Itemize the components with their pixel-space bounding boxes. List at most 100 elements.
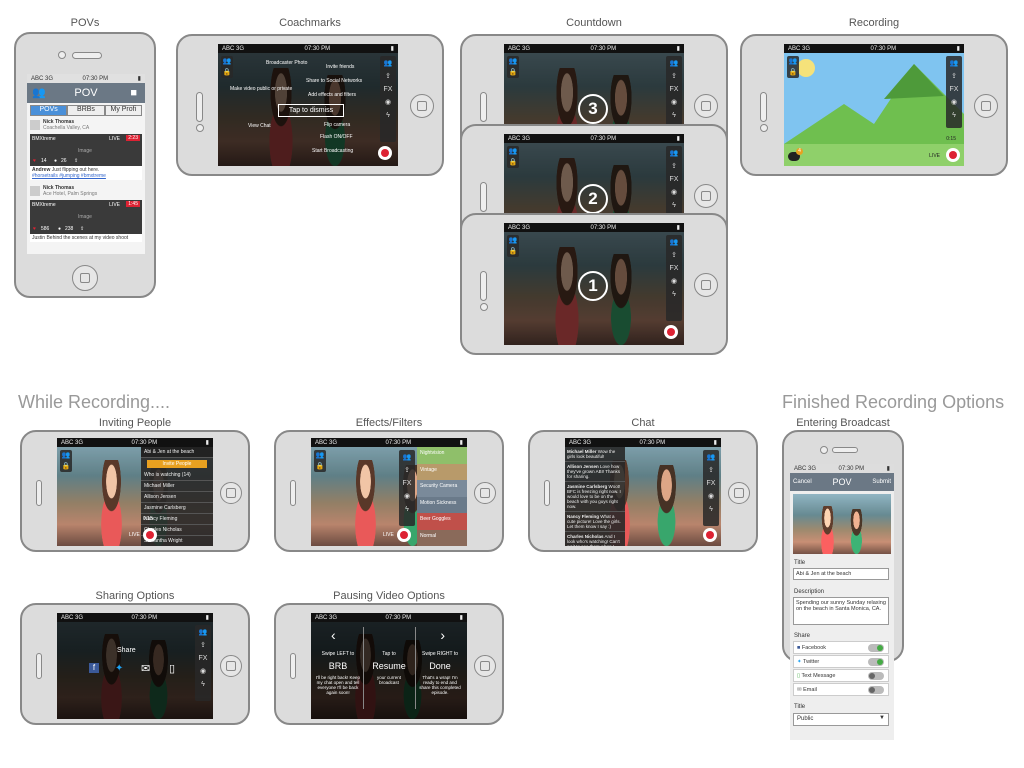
resume-button[interactable]: Resume [372,661,406,671]
fx-icon[interactable]: FX [402,480,412,487]
record-button[interactable] [703,528,717,542]
camera-flip-icon[interactable]: ◉ [670,99,678,106]
list-item[interactable]: Charles Nicholas [141,525,213,536]
share-twitter-row[interactable]: ✦ Twitter [793,655,889,668]
invite-icon[interactable]: 👥 [669,60,679,67]
facebook-icon[interactable]: f [89,663,99,673]
video-camera-icon[interactable]: ■ [130,87,137,99]
flash-icon[interactable]: ϟ [405,506,409,513]
share-icon[interactable]: ⇪ [404,467,410,474]
share-icon[interactable]: ⇪ [708,467,714,474]
home-button[interactable] [728,482,750,504]
cancel-button[interactable]: Cancel [793,479,812,485]
comment-icon[interactable]: ● [58,226,62,232]
video-card[interactable]: BMXtreme LIVE 2:23 Image ♥ 14 ● 26 ⇪ [30,134,142,166]
lock-icon[interactable]: 👥 🔒 [221,56,233,78]
home-button[interactable] [220,482,242,504]
brb-button[interactable]: BRB [328,661,348,671]
phone-icon[interactable]: ▯ [169,663,176,675]
fx-icon[interactable]: FX [198,655,208,662]
share-icon[interactable]: ⇪ [671,73,677,80]
fx-icon[interactable]: FX [383,86,393,93]
chevron-left-icon[interactable]: ‹ [331,627,336,643]
share-text-row[interactable]: ▯ Text Message [793,669,889,682]
camera-flip-icon[interactable]: ◉ [384,99,392,106]
fx-icon[interactable]: FX [949,86,959,93]
facebook-toggle[interactable] [868,644,884,652]
tap-to-dismiss-button[interactable]: Tap to dismiss [278,104,344,117]
flash-icon[interactable]: ϟ [672,202,676,209]
home-button[interactable] [474,655,496,677]
home-button[interactable] [694,184,718,208]
record-button[interactable] [397,528,411,542]
share-icon[interactable]: ⇪ [671,163,677,170]
chevron-right-icon[interactable]: › [440,627,445,643]
camera-flip-icon[interactable]: ◉ [950,99,958,106]
lock-icon[interactable]: 👥 🔒 [314,450,326,472]
home-button[interactable] [410,94,434,118]
share-icon[interactable]: ⇪ [74,158,79,164]
fx-icon[interactable]: FX [669,265,679,272]
camera-flip-icon[interactable]: ◉ [670,278,678,285]
share-icon[interactable]: ⇪ [671,252,677,259]
comment-icon[interactable]: ● [54,158,58,164]
lock-icon[interactable]: 👥 🔒 [507,235,519,257]
list-item[interactable]: Nancy Fleming [141,514,213,525]
flash-icon[interactable]: ϟ [952,112,956,119]
tab-my-profile[interactable]: My Profi [104,105,142,116]
filter-motion-sickness[interactable]: Motion Sickness [417,496,467,513]
flash-icon[interactable]: ϟ [672,112,676,119]
filter-vintage[interactable]: Vintage [417,463,467,480]
filter-security-camera[interactable]: Security Camera [417,480,467,497]
record-button[interactable] [946,148,960,162]
home-button[interactable] [72,265,98,291]
tab-povs[interactable]: POVs [30,105,68,116]
flash-icon[interactable]: ϟ [709,506,713,513]
email-icon[interactable]: ✉ [141,663,151,675]
share-email-row[interactable]: ✉ Email [793,683,889,696]
flash-icon[interactable]: ϟ [672,291,676,298]
fx-icon[interactable]: FX [706,480,716,487]
heart-icon[interactable]: ♥ [33,158,36,164]
invite-icon[interactable]: 👥 [383,60,393,67]
invite-icon[interactable]: 👥 [198,629,208,636]
filter-normal[interactable]: Normal [417,529,467,546]
record-button[interactable] [378,146,392,160]
twitter-icon[interactable]: ✦ [115,663,124,674]
filter-nightvision[interactable]: Nightvision [417,447,467,464]
share-icon[interactable]: ⇪ [200,642,206,649]
lock-icon[interactable]: 👥 🔒 [507,56,519,78]
privacy-select[interactable]: Public ▼ [793,713,889,726]
invite-icon[interactable]: 👥 [402,454,412,461]
flash-icon[interactable]: ϟ [386,112,390,119]
title-field[interactable]: Abi & Jen at the beach [793,568,889,580]
list-item[interactable]: Jasmine Carlsberg [141,503,213,514]
invite-icon[interactable]: 👥 [669,239,679,246]
email-toggle[interactable] [868,686,884,694]
home-button[interactable] [694,94,718,118]
lock-icon[interactable]: 👥 🔒 [507,146,519,168]
share-icon[interactable]: ⇪ [385,73,391,80]
text-message-toggle[interactable] [868,672,884,680]
chat-icon[interactable] [788,152,800,161]
camera-flip-icon[interactable]: ◉ [199,668,207,675]
camera-flip-icon[interactable]: ◉ [707,493,715,500]
video-card[interactable]: BMXtreme LIVE 1:45 Image ♥ 586 ● 238 ⇪ [30,200,142,234]
done-button[interactable]: Done [429,661,451,671]
list-item[interactable]: Nick Thomas Coachella Valley, CA [30,118,142,132]
record-button[interactable] [664,325,678,339]
list-item[interactable]: Allison Jensen [141,492,213,503]
submit-button[interactable]: Submit [872,479,891,485]
home-button[interactable] [474,482,496,504]
camera-flip-icon[interactable]: ◉ [403,493,411,500]
fx-icon[interactable]: FX [669,176,679,183]
list-item[interactable]: Nick Thomas Ace Hotel, Palm Springs [30,184,142,198]
invite-icon[interactable]: 👥 [949,60,959,67]
lock-icon[interactable]: 👥 🔒 [60,450,72,472]
flash-icon[interactable]: ϟ [201,681,205,688]
heart-icon[interactable]: ♥ [33,226,36,232]
invite-icon[interactable]: 👥 [669,150,679,157]
fx-icon[interactable]: FX [669,86,679,93]
home-button[interactable] [974,94,998,118]
home-button[interactable] [220,655,242,677]
